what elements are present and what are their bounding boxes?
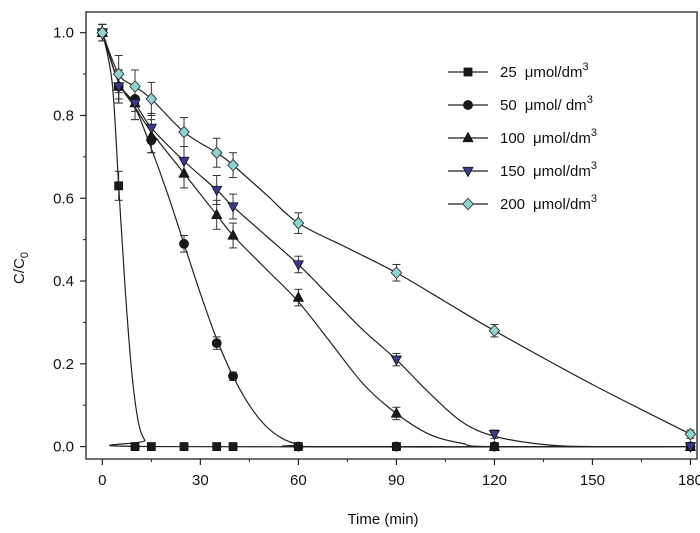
point-50: [179, 238, 189, 249]
plot-border: [85, 11, 698, 460]
x-tick-label: 180: [678, 472, 700, 489]
legend-unit-exponent: 3: [587, 94, 593, 106]
legend-value: 200: [500, 196, 525, 213]
point-50: [228, 371, 238, 382]
legend-label-150: 150 μmol/dm3: [500, 160, 597, 180]
y-axis-title: C/C0: [11, 252, 31, 284]
curve-200: [101, 32, 691, 435]
point-150: [488, 430, 501, 441]
point-100: [488, 440, 501, 451]
legend-label-100: 100 μmol/dm3: [500, 127, 597, 147]
point-200: [129, 80, 141, 93]
legend-marker-25: [463, 67, 473, 77]
point-200: [112, 67, 125, 81]
point-150: [129, 98, 141, 110]
legend-background: [438, 48, 650, 230]
legend-unit-exponent: 3: [591, 160, 597, 172]
y-tick-label: 0.2: [53, 356, 74, 373]
point-25: [228, 442, 238, 451]
legend-value: 100: [500, 130, 525, 147]
x-tick-label: 120: [482, 472, 507, 489]
point-200: [488, 324, 501, 338]
point-25: [212, 442, 222, 451]
legend-unit-exponent: 3: [591, 127, 597, 139]
x-tick-label: 90: [388, 472, 405, 489]
point-150: [211, 185, 223, 197]
x-tick-label: 60: [290, 472, 307, 489]
y-axis-title-sub: 0: [19, 252, 31, 258]
point-150: [145, 123, 158, 135]
y-tick-label: 0.0: [53, 439, 74, 456]
curve-25: [101, 32, 691, 448]
point-150: [113, 82, 125, 93]
plot-frame: [85, 11, 698, 460]
y-tick-label: 0.6: [53, 190, 74, 207]
point-150: [390, 355, 403, 367]
legend-unit: μmol/dm: [533, 130, 591, 147]
y-tick-label: 1.0: [53, 25, 74, 42]
legend-marker-150: [462, 166, 474, 178]
point-25: [130, 442, 140, 451]
data-markers: [96, 26, 697, 453]
legend-unit: μmol/ dm: [525, 97, 587, 114]
y-tick-label: 0.8: [53, 107, 74, 124]
legend-unit: μmol/dm: [533, 163, 591, 180]
point-25: [114, 181, 124, 191]
legend-label-200: 200 μmol/dm3: [500, 193, 597, 213]
point-50: [211, 338, 222, 349]
point-100: [145, 129, 158, 141]
y-axis-title-main: C/C: [11, 258, 28, 284]
point-150: [684, 442, 697, 453]
legend-label-25: 25 μmol/dm3: [500, 61, 589, 81]
x-axis-title: Time (min): [347, 511, 418, 528]
point-200: [390, 266, 403, 280]
point-100: [390, 407, 403, 418]
x-axis-ticks: 0 30 60 90 120 150 180: [98, 459, 700, 489]
point-200: [292, 216, 305, 230]
legend-unit: μmol/dm: [525, 64, 583, 81]
point-50: [391, 441, 402, 452]
legend-unit: μmol/dm: [533, 196, 591, 213]
point-200: [145, 92, 158, 106]
point-200: [227, 158, 239, 172]
point-150: [227, 202, 239, 213]
legend-value: 150: [500, 163, 525, 180]
legend-value: 25: [500, 64, 517, 81]
point-150: [178, 156, 190, 168]
legend-marker-100: [462, 131, 474, 143]
point-200: [210, 146, 223, 160]
point-100: [178, 167, 190, 178]
point-150: [292, 260, 305, 271]
point-100: [227, 229, 239, 240]
legend-unit-exponent: 3: [583, 61, 589, 73]
point-200: [684, 427, 697, 441]
point-100: [292, 291, 305, 302]
y-axis-ticks: 0.0 0.2 0.4 0.6 0.8 1.0: [53, 25, 86, 456]
point-50: [293, 441, 304, 452]
point-25: [146, 442, 156, 451]
legend-marker-200: [462, 197, 474, 211]
point-200: [96, 26, 109, 40]
x-tick-label: 30: [192, 472, 209, 489]
point-100: [211, 208, 223, 219]
point-200: [178, 125, 190, 139]
legend-value: 50: [500, 97, 517, 114]
y-tick-label: 0.4: [53, 273, 74, 290]
x-tick-label: 150: [580, 472, 605, 489]
point-25: [179, 442, 189, 451]
legend-marker-50: [463, 100, 473, 110]
legend-unit-exponent: 3: [591, 193, 597, 205]
x-tick-label: 0: [98, 472, 106, 489]
legend-label-50: 50 μmol/ dm3: [500, 94, 593, 114]
